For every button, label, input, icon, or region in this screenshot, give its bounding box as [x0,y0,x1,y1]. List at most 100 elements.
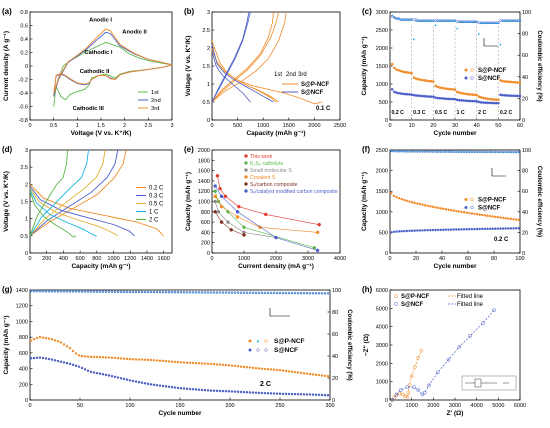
data-point [517,227,520,230]
data-point [426,204,429,208]
x-axis-label: Z′ (Ω) [447,410,464,417]
data-point [504,150,507,154]
data-point [496,215,500,219]
data-point [125,357,129,361]
data-point [409,374,414,379]
y-tick-label: 0 [25,251,28,257]
data-point [63,290,65,293]
data-point [35,336,39,340]
legend-label: S@P-NCF [478,68,507,74]
data-point [92,371,96,374]
data-point [460,150,463,153]
x-tick-label: 60 [465,256,471,262]
data-point [518,19,522,22]
data-point [149,358,153,362]
data-point [117,290,119,293]
data-point [445,19,448,22]
annotation: Anodic II [122,30,147,36]
data-point [398,150,401,153]
data-point [278,291,282,295]
legend-marker [244,189,248,193]
data-point [453,19,457,22]
voltage-profile [211,49,277,103]
data-point [460,99,463,102]
data-point [516,81,520,84]
data-point [131,379,135,383]
y-tick-label: 6000 [376,288,388,294]
data-point [462,20,465,23]
data-point [152,383,156,387]
data-point [71,349,75,353]
data-point [486,227,489,231]
data-point [324,292,326,295]
data-point [392,395,397,400]
data-point [419,19,422,22]
data-point [83,290,87,293]
data-point [297,292,299,295]
data-point [116,376,120,379]
data-point [478,227,481,231]
data-point [408,71,411,75]
y-tick-label: 2 [25,182,28,188]
plot-frame [29,289,331,401]
data-point [504,150,507,153]
data-point [164,359,168,363]
panel-label: (g) [2,285,13,294]
data-point [390,14,394,18]
data-point [326,393,330,397]
data-point [276,291,278,294]
y2-tick-label: 100 [522,148,531,154]
x-tick-label: 2000 [270,256,282,262]
data-point [72,290,74,293]
data-point [429,150,432,153]
data-point [212,389,216,392]
y-axis-label: Capacity (mAh g⁻¹) [361,172,368,231]
data-point [89,355,93,359]
data-point [149,290,153,294]
data-point [83,355,87,358]
data-point [475,20,478,23]
data-point [439,207,442,210]
y-tick-label: 3000 [376,10,388,16]
data-point [173,290,177,294]
data-point [505,94,509,97]
data-point [512,151,515,154]
data-point [287,370,291,373]
data-point [138,290,140,293]
data-point [119,290,123,294]
data-point [403,150,406,153]
cycle-label: 3rd [298,72,307,78]
data-point [317,222,321,227]
data-point [518,81,522,85]
data-point [143,290,147,294]
x-tick-label: 1000 [406,403,418,409]
data-point [403,70,407,74]
annotation: Cathodic III [73,106,105,112]
data-point [494,101,498,105]
y-tick-label: 400 [19,367,28,373]
trend-line [217,175,320,225]
data-point [92,290,96,293]
data-point [272,392,276,395]
data-point [254,391,258,394]
data-point [194,361,198,365]
voltage-profile [211,51,251,103]
data-point [395,230,398,233]
data-point [473,93,476,97]
data-point [460,228,463,231]
x-tick-label: 150 [175,403,184,409]
data-point [230,291,234,294]
data-point [317,291,321,295]
data-point [215,363,219,366]
data-point [411,385,416,390]
data-point [209,389,213,392]
data-point [222,291,224,294]
y-tick-label: 1000 [198,200,210,206]
data-point [392,194,396,198]
data-point [421,203,424,206]
data-point [412,18,416,21]
data-point [437,150,440,153]
data-point [405,199,409,203]
data-point [478,150,481,153]
